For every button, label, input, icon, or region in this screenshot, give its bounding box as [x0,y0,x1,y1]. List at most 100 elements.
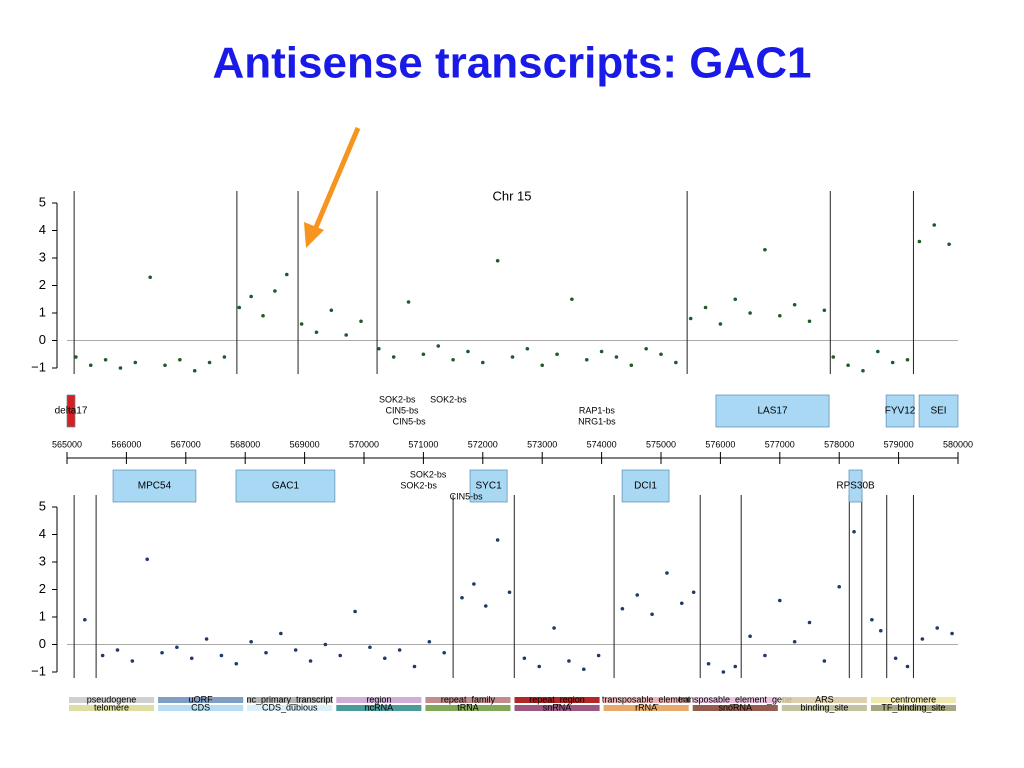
data-point [359,319,363,324]
feature-box [621,469,670,503]
data-point [570,297,574,302]
data-point [299,322,304,326]
data-point [596,653,601,658]
data-point [552,626,556,630]
data-point [207,360,212,365]
y-tick-label: 0 [39,636,46,651]
legend-swatch [603,705,689,711]
legend-swatch [247,705,333,711]
data-point [192,368,197,373]
y-tick-label: 4 [39,526,46,541]
legend-label: TF_binding_site [881,702,945,712]
feature-box [715,394,830,428]
legend-swatch [336,705,422,711]
x-tick-label: 567000 [171,439,201,449]
feature-label: delta17 [55,406,88,417]
data-point [831,355,836,359]
y-tick-label: 1 [39,608,46,623]
data-point [451,357,455,362]
x-tick-label: 568000 [230,439,260,449]
data-point [249,639,253,644]
data-point [721,670,726,674]
y-tick-label: 0 [39,332,46,347]
data-point [852,529,856,534]
feature-box [235,469,336,503]
legend-swatch [247,697,333,703]
data-point [878,628,883,633]
legend-label: binding_site [800,702,848,712]
data-point [308,659,313,663]
x-tick-label: 571000 [408,439,438,449]
data-point [778,313,782,318]
data-point [160,650,164,655]
legend-label: tRNA [457,702,479,712]
data-point [421,352,426,357]
legend-label: repeat_region [529,694,585,704]
legend-swatch [870,705,956,711]
y-tick-label: 1 [39,304,46,319]
data-point [284,272,289,277]
data-point [905,357,910,362]
data-point [382,656,387,661]
feature-label: SYC1 [476,481,503,492]
legend-label: ARS [815,694,834,704]
data-point [807,319,812,324]
data-point [130,659,135,663]
x-tick-label: 575000 [646,439,676,449]
y-tick-label: −1 [31,663,46,678]
x-tick-label: 569000 [290,439,320,449]
data-point [659,352,663,357]
feature-box [918,394,959,428]
legend-swatch [158,697,244,703]
x-tick-label: 577000 [765,439,795,449]
x-tick-label: 566000 [111,439,141,449]
data-point [778,598,782,603]
y-tick-label: 2 [39,277,46,292]
data-point [567,659,571,663]
y-tick-label: 5 [39,498,46,513]
data-point [249,294,253,299]
data-point [876,349,880,354]
data-point [222,355,227,359]
feature-label: SEI [930,406,946,417]
site-label: SOK2-bs [410,469,447,479]
data-point [175,645,179,650]
data-point [650,612,654,617]
data-point [163,363,167,368]
slide-title: Antisense transcripts: GAC1 [212,39,811,88]
legend-label: snoRNA [718,702,752,712]
data-point [483,604,488,608]
data-point [466,349,470,354]
feature-box [848,469,863,503]
y-tick-label: 2 [39,581,46,596]
legend-swatch [514,705,600,711]
legend-label: region [366,694,391,704]
x-tick-label: 570000 [349,439,379,449]
data-point [861,368,865,373]
data-point [555,352,559,357]
data-point [733,664,738,669]
x-tick-label: 580000 [943,439,973,449]
site-label: SOK2-bs [430,394,467,404]
feature-label: MPC54 [138,481,172,492]
data-point [323,642,328,647]
data-point [397,648,402,652]
data-point [83,617,87,622]
data-point [507,590,512,595]
data-point [665,571,669,575]
legend-label: CDS_dubious [262,702,318,712]
data-point [950,631,954,636]
legend-swatch [69,705,155,711]
data-point [599,349,604,354]
data-point [412,664,417,669]
data-point [293,648,298,652]
legend-swatch [870,697,956,703]
data-point [495,258,500,263]
legend-label: transposable_element_gene [678,694,792,704]
legend-label: repeat_family [441,694,496,704]
data-point [584,357,589,362]
site-label: SOK2-bs [400,480,437,490]
data-point [115,648,120,652]
legend-swatch [425,697,511,703]
x-tick-label: 573000 [527,439,557,449]
